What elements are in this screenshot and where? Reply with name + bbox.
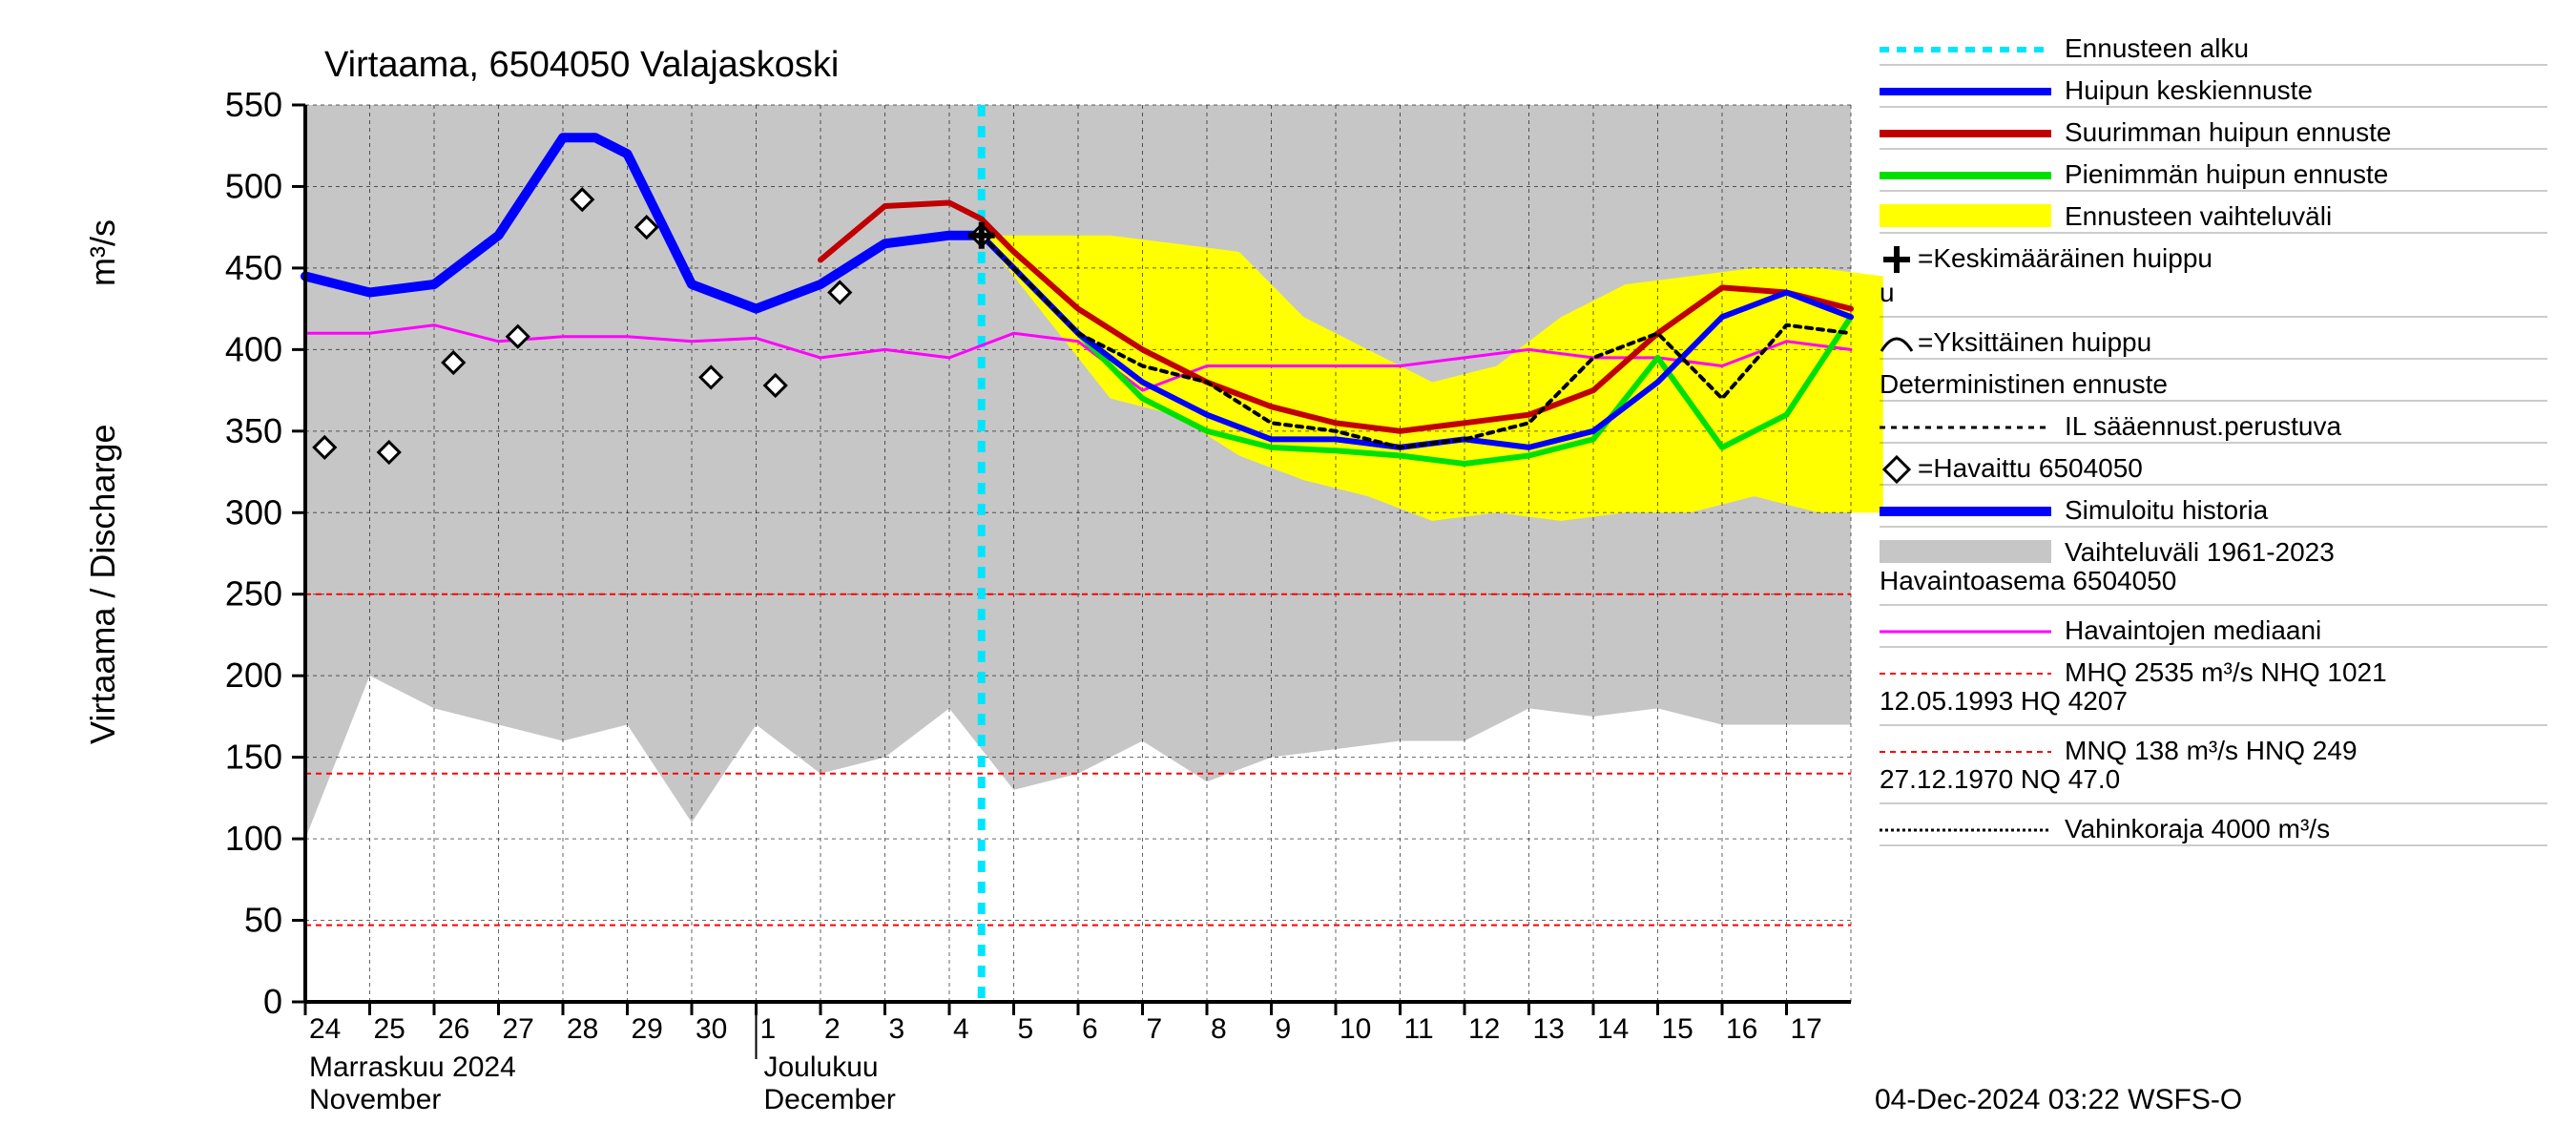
svg-text:27.12.1970 NQ 47.0: 27.12.1970 NQ 47.0 [1880, 764, 2120, 794]
svg-text:Deterministinen ennuste: Deterministinen ennuste [1880, 369, 2168, 399]
hydrograph-page: 0501001502002503003504004505005502425262… [0, 0, 2576, 1145]
svg-text:10: 10 [1340, 1013, 1371, 1045]
svg-text:Havaintoasema 6504050: Havaintoasema 6504050 [1880, 566, 2176, 595]
svg-text:0: 0 [263, 982, 282, 1021]
svg-text:MHQ 2535 m³/s NHQ 1021: MHQ 2535 m³/s NHQ 1021 [2065, 657, 2387, 687]
svg-text:15: 15 [1662, 1013, 1693, 1045]
svg-text:550: 550 [225, 85, 282, 124]
svg-text:1: 1 [760, 1013, 777, 1045]
svg-text:Marraskuu 2024: Marraskuu 2024 [309, 1051, 516, 1083]
svg-text:500: 500 [225, 166, 282, 205]
svg-text:Simuloitu historia: Simuloitu historia [2065, 495, 2269, 525]
svg-text:27: 27 [503, 1013, 534, 1045]
hydrograph-chart: 0501001502002503003504004505005502425262… [0, 0, 2576, 1145]
svg-text:Ennusteen alku: Ennusteen alku [2065, 33, 2249, 63]
svg-text:6: 6 [1082, 1013, 1098, 1045]
svg-text:400: 400 [225, 329, 282, 368]
svg-text:u: u [1880, 278, 1895, 307]
svg-text:Virtaama, 6504050 Valajaskoski: Virtaama, 6504050 Valajaskoski [324, 45, 839, 85]
svg-text:12: 12 [1468, 1013, 1500, 1045]
svg-text:14: 14 [1597, 1013, 1629, 1045]
svg-text:26: 26 [438, 1013, 469, 1045]
svg-text:7: 7 [1147, 1013, 1163, 1045]
svg-text:8: 8 [1211, 1013, 1227, 1045]
svg-text:04-Dec-2024 03:22 WSFS-O: 04-Dec-2024 03:22 WSFS-O [1875, 1084, 2242, 1115]
svg-text:Havaintojen mediaani: Havaintojen mediaani [2065, 615, 2321, 645]
svg-text:13: 13 [1533, 1013, 1565, 1045]
svg-text:29: 29 [632, 1013, 663, 1045]
svg-text:Joulukuu: Joulukuu [764, 1051, 879, 1083]
svg-text:16: 16 [1726, 1013, 1757, 1045]
svg-text:25: 25 [374, 1013, 405, 1045]
svg-text:150: 150 [225, 738, 282, 777]
svg-text:=Yksittäinen huippu: =Yksittäinen huippu [1918, 327, 2151, 357]
svg-text:Vahinkoraja 4000 m³/s: Vahinkoraja 4000 m³/s [2065, 814, 2330, 843]
svg-text:=Keskimääräinen huippu: =Keskimääräinen huippu [1918, 243, 2212, 273]
svg-text:Suurimman huipun ennuste: Suurimman huipun ennuste [2065, 117, 2391, 147]
svg-text:December: December [764, 1084, 896, 1115]
svg-text:450: 450 [225, 248, 282, 287]
svg-text:100: 100 [225, 819, 282, 858]
svg-text:MNQ 138 m³/s HNQ 249: MNQ 138 m³/s HNQ 249 [2065, 736, 2358, 765]
svg-text:IL sääennust.perustuva: IL sääennust.perustuva [2065, 411, 2341, 441]
svg-text:2: 2 [824, 1013, 841, 1045]
svg-text:4: 4 [953, 1013, 969, 1045]
svg-text:11: 11 [1404, 1013, 1434, 1045]
svg-text:200: 200 [225, 656, 282, 695]
svg-text:3: 3 [889, 1013, 905, 1045]
svg-text:24: 24 [309, 1013, 341, 1045]
svg-text:250: 250 [225, 574, 282, 614]
svg-text:Pienimmän huipun ennuste: Pienimmän huipun ennuste [2065, 159, 2388, 189]
svg-text:9: 9 [1276, 1013, 1292, 1045]
svg-text:Vaihteluväli 1961-2023: Vaihteluväli 1961-2023 [2065, 537, 2335, 567]
svg-text:28: 28 [567, 1013, 598, 1045]
svg-text:Virtaama / Discharge: Virtaama / Discharge [83, 425, 122, 744]
svg-text:12.05.1993 HQ 4207: 12.05.1993 HQ 4207 [1880, 686, 2128, 716]
svg-text:50: 50 [244, 901, 282, 940]
svg-text:Ennusteen vaihteluväli: Ennusteen vaihteluväli [2065, 201, 2332, 231]
svg-text:November: November [309, 1084, 441, 1115]
svg-text:30: 30 [696, 1013, 727, 1045]
svg-text:17: 17 [1791, 1013, 1822, 1045]
svg-text:m³/s: m³/s [83, 219, 122, 286]
svg-text:Huipun keskiennuste: Huipun keskiennuste [2065, 75, 2313, 105]
svg-text:300: 300 [225, 492, 282, 531]
svg-text:5: 5 [1018, 1013, 1034, 1045]
svg-text:350: 350 [225, 411, 282, 450]
svg-text:=Havaittu 6504050: =Havaittu 6504050 [1918, 453, 2143, 483]
